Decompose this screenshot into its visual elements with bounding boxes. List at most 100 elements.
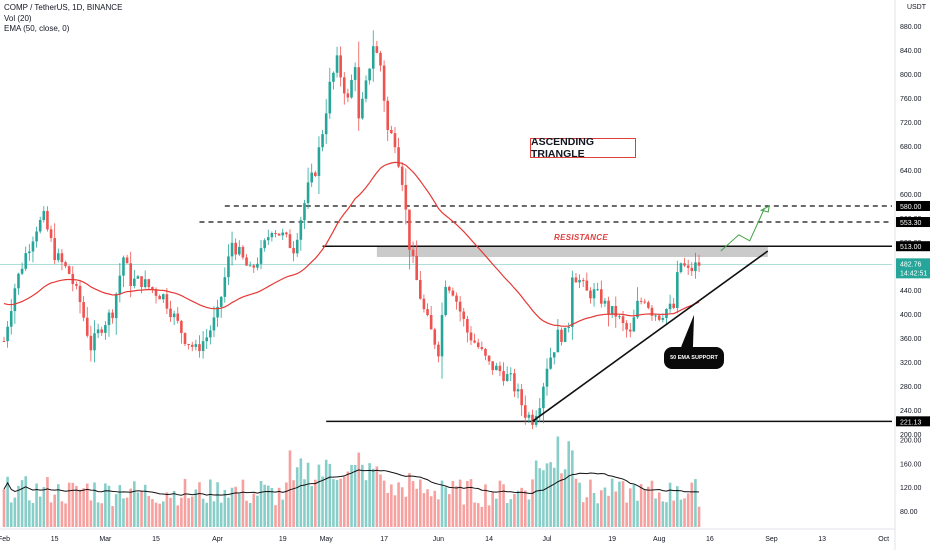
candle-body <box>628 329 632 332</box>
candle-body <box>495 365 498 371</box>
volume-bar <box>35 483 38 527</box>
candle-body <box>2 341 6 342</box>
candle-body <box>531 414 534 425</box>
candle-body <box>169 308 172 318</box>
candle-body <box>552 352 556 358</box>
candle-body <box>523 405 527 418</box>
volume-bar <box>495 498 498 527</box>
volume-bar <box>321 476 324 527</box>
volume-bar <box>592 493 596 527</box>
candle-body <box>505 374 509 381</box>
volume-bar <box>447 494 451 527</box>
candle-body <box>339 55 342 78</box>
volume-bar <box>545 463 549 527</box>
volume-bar <box>169 497 172 527</box>
volume-bar <box>581 502 585 527</box>
volume-bar <box>458 479 462 527</box>
candle-body <box>679 263 683 273</box>
volume-bar <box>697 506 701 527</box>
volume-bar <box>324 459 328 527</box>
candle-body <box>158 295 161 300</box>
volume-bar <box>281 499 285 527</box>
volume-bar <box>419 479 422 527</box>
candle-body <box>469 332 473 341</box>
candle-body <box>295 239 299 254</box>
candle-body <box>259 248 263 264</box>
time-tick-label: Jul <box>543 536 552 543</box>
candle-body <box>190 344 194 347</box>
candle-body <box>53 238 56 261</box>
candle-body <box>632 317 636 332</box>
volume-bar <box>96 502 100 527</box>
candle-body <box>429 315 433 330</box>
volume-bar <box>531 479 534 527</box>
symbol-title: COMP / TetherUS, 1D, BINANCE <box>4 3 123 12</box>
candle-body <box>332 72 335 82</box>
volume-bar <box>219 502 223 527</box>
volume-bar <box>571 450 574 527</box>
candle-body <box>447 286 451 291</box>
candle-body <box>122 257 125 276</box>
candle-body <box>161 294 165 300</box>
time-tick-label: 15 <box>152 536 160 543</box>
last-price-value: 482.76 <box>900 261 922 268</box>
candle-body <box>411 249 415 256</box>
candle-body <box>502 371 505 381</box>
candle-body <box>476 342 480 348</box>
volume-bar <box>53 494 56 527</box>
volume-bar <box>618 481 621 527</box>
price-tick-label: 600.00 <box>900 192 922 199</box>
candle-body <box>386 100 390 131</box>
level-price-tag-text: 553.30 <box>900 220 922 227</box>
volume-bar <box>60 501 64 527</box>
volume-bar <box>299 458 303 527</box>
candle-body <box>281 232 285 236</box>
volume-bar <box>563 469 567 527</box>
candle-body <box>636 300 639 318</box>
candle-body <box>600 289 603 304</box>
volume-bar <box>390 484 393 527</box>
volume-bar <box>560 473 563 527</box>
candle-body <box>657 315 661 320</box>
volume-bar <box>426 489 429 527</box>
volume-bar <box>270 487 274 527</box>
volume-bar <box>6 476 9 527</box>
volume-bar <box>408 473 411 527</box>
ema-50-line <box>3 161 700 327</box>
volume-bar <box>469 479 473 527</box>
candle-body <box>75 284 78 286</box>
volume-tick-label: 200.00 <box>900 437 922 444</box>
volume-bar <box>632 485 636 527</box>
volume-bar <box>9 502 13 527</box>
candle-body <box>520 389 523 406</box>
candle-body <box>85 317 89 336</box>
candle-body <box>270 232 274 238</box>
candle-body <box>462 311 466 320</box>
volume-bar <box>295 467 299 527</box>
candle-body <box>375 46 379 53</box>
volume-bar <box>306 462 310 527</box>
candle-body <box>491 361 494 371</box>
volume-bar <box>78 489 82 527</box>
candle-body <box>621 316 625 324</box>
volume-bar <box>520 487 523 527</box>
time-tick-label: 15 <box>51 536 59 543</box>
candle-body <box>361 98 364 119</box>
candle-body <box>67 266 71 274</box>
last-price-tag <box>896 258 930 279</box>
volume-bar <box>28 500 31 527</box>
volume-bar <box>694 479 697 527</box>
breakout-path <box>720 208 765 252</box>
volume-bar <box>466 480 469 527</box>
level-price-tag-text: 580.00 <box>900 204 922 211</box>
price-tick-label: 320.00 <box>900 360 922 367</box>
chart-legend: COMP / TetherUS, 1D, BINANCE Vol (20) EM… <box>4 3 122 35</box>
candle-body <box>274 232 277 234</box>
candle-body <box>618 316 621 318</box>
candle-body <box>38 220 42 232</box>
volume-bar <box>238 493 241 527</box>
candle-body <box>71 273 75 285</box>
volume-bar <box>133 481 136 527</box>
candle-body <box>480 347 484 349</box>
